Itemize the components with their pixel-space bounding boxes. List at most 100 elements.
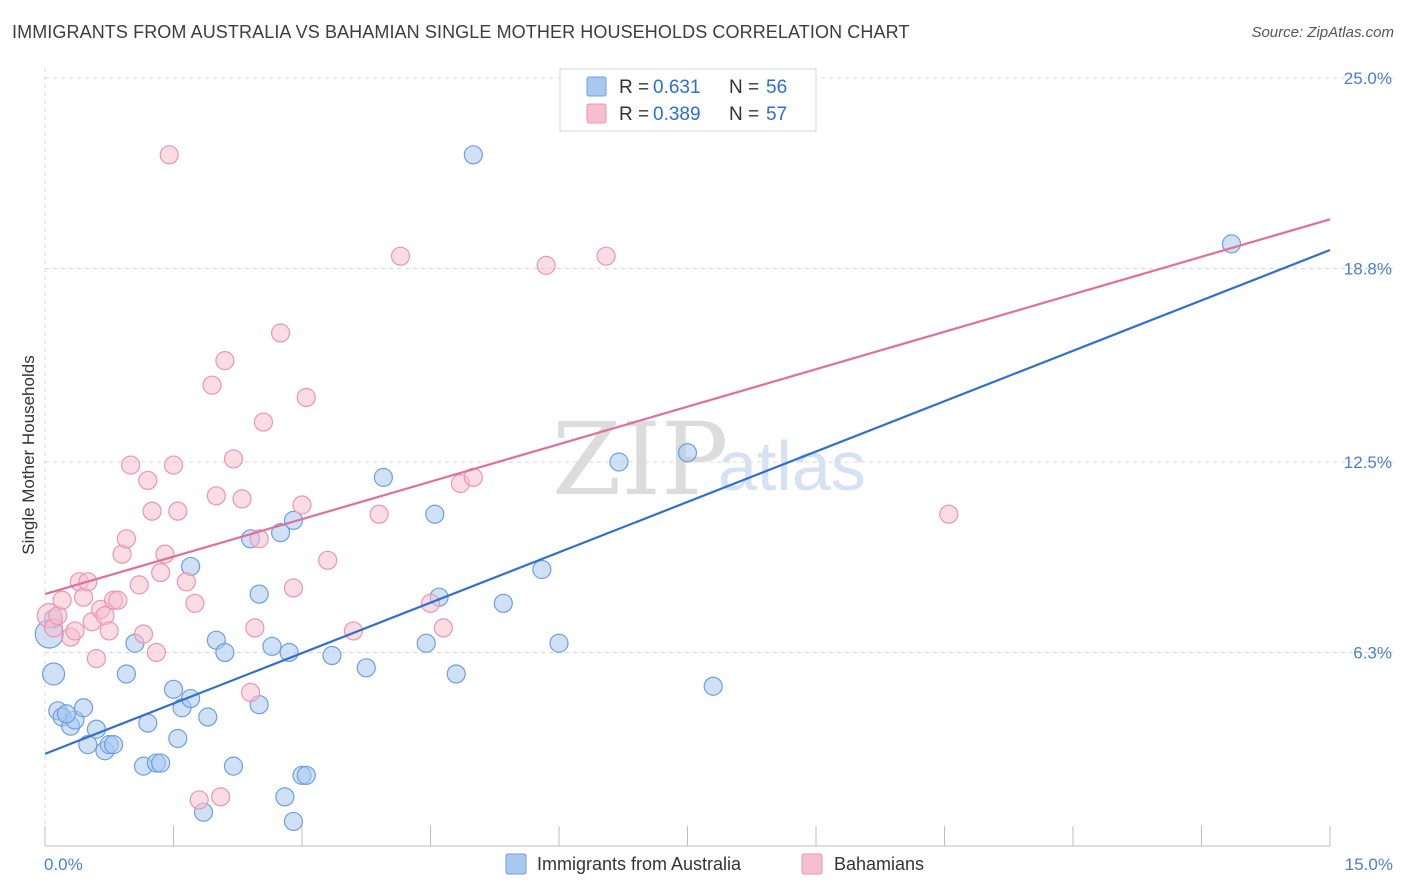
legend-r-label: R =	[619, 77, 649, 98]
data-point	[206, 486, 226, 506]
bottom-legend-label: Immigrants from Australia	[537, 854, 742, 874]
x-tick-label: 0.0%	[44, 855, 83, 874]
chart-title: IMMIGRANTS FROM AUSTRALIA VS BAHAMIAN SI…	[12, 22, 910, 42]
data-point	[596, 246, 616, 266]
legend-n-value: 56	[766, 77, 787, 98]
legend-n-label: N =	[729, 104, 759, 125]
axes	[44, 826, 1331, 847]
data-point	[176, 572, 196, 592]
data-point	[103, 735, 124, 755]
y-tick-label: 18.8%	[1344, 259, 1392, 278]
legend-r-value: 0.389	[653, 104, 701, 125]
data-point	[939, 504, 959, 524]
data-point	[146, 642, 166, 663]
data-point	[253, 412, 274, 432]
tick-labels: 6.3% 12.5% 18.8% 25.0% 0.0% 15.0%	[44, 69, 1393, 874]
y-tick-label: 6.3%	[1353, 643, 1392, 662]
bottom-legend-swatch-blue	[505, 853, 527, 875]
watermark-atlas: atlas	[718, 427, 866, 505]
data-point	[78, 735, 98, 755]
data-point	[202, 375, 222, 395]
data-point	[296, 765, 316, 785]
data-point	[168, 501, 188, 521]
data-point	[159, 145, 179, 165]
trend-line	[44, 249, 1331, 755]
legend-r-label: R =	[619, 104, 649, 125]
watermark: ZIP atlas	[552, 401, 866, 518]
data-point	[56, 704, 77, 724]
data-point	[133, 624, 154, 644]
data-point	[677, 443, 698, 463]
data-point	[86, 649, 107, 669]
data-point	[433, 618, 453, 638]
data-point	[416, 633, 436, 653]
bottom-legend-swatch-pink	[801, 853, 823, 875]
bottom-legend-label: Bahamians	[834, 854, 924, 874]
data-point	[283, 811, 304, 832]
data-point	[73, 698, 94, 718]
data-point	[121, 455, 141, 475]
trend-line	[44, 218, 1331, 596]
data-point	[151, 753, 171, 773]
data-point	[446, 664, 466, 684]
data-point	[532, 559, 552, 580]
data-point	[283, 578, 304, 598]
data-point	[318, 550, 338, 570]
data-point	[292, 495, 312, 515]
data-point	[270, 323, 291, 343]
data-point	[322, 645, 342, 666]
data-point	[223, 756, 244, 776]
data-point	[241, 682, 261, 703]
data-point	[369, 504, 389, 524]
data-point	[168, 728, 188, 749]
data-point	[493, 593, 513, 613]
data-point	[138, 470, 158, 491]
x-tick-label: 15.0%	[1345, 855, 1393, 874]
data-point	[223, 449, 244, 469]
data-point	[142, 501, 162, 521]
data-point	[463, 145, 483, 165]
data-point	[249, 584, 269, 604]
data-point	[185, 593, 205, 613]
data-point	[536, 255, 556, 275]
data-point	[116, 529, 136, 549]
data-point	[198, 707, 218, 727]
data-point	[425, 504, 445, 524]
data-point	[245, 618, 265, 638]
watermark-zip: ZIP	[552, 401, 728, 518]
data-point	[549, 633, 569, 653]
data-point	[373, 467, 393, 487]
data-point	[249, 529, 269, 549]
data-point	[189, 790, 209, 810]
source-label: Source: ZipAtlas.com	[1251, 24, 1394, 41]
data-point	[211, 787, 231, 807]
data-point	[262, 636, 282, 656]
legend-swatch-blue	[586, 76, 607, 97]
bottom-legend: Immigrants from Australia Bahamians	[505, 853, 924, 875]
data-point	[283, 510, 304, 530]
trend-lines	[44, 218, 1331, 755]
data-point	[65, 621, 85, 641]
data-point	[41, 662, 66, 686]
legend-r-value: 0.631	[653, 77, 701, 98]
legend-n-label: N =	[729, 77, 759, 98]
data-point	[232, 489, 252, 509]
data-point	[116, 664, 136, 684]
data-point	[99, 621, 119, 641]
data-point	[296, 387, 316, 408]
data-point	[703, 676, 723, 696]
data-point	[151, 562, 171, 583]
legend-n-value: 57	[766, 104, 787, 125]
y-tick-label: 25.0%	[1344, 69, 1392, 88]
data-point	[52, 590, 72, 610]
data-point	[163, 679, 184, 699]
data-points	[34, 145, 1242, 832]
data-point	[215, 642, 235, 663]
data-point	[108, 590, 128, 610]
data-point	[390, 246, 411, 266]
data-point	[163, 455, 184, 475]
data-point	[215, 351, 235, 371]
data-point	[609, 452, 629, 472]
data-point	[356, 658, 376, 678]
